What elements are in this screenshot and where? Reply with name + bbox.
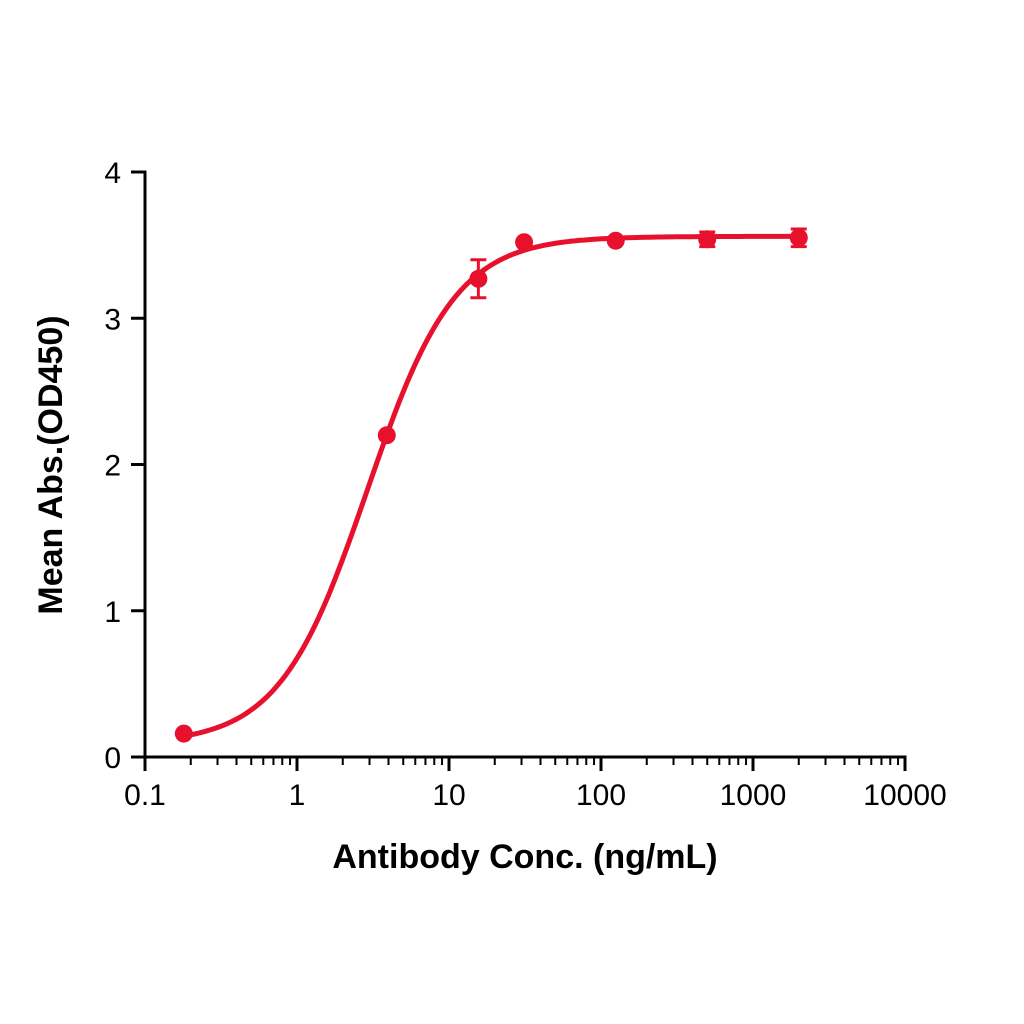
data-point [377, 426, 396, 445]
fit-curve [181, 233, 802, 739]
x-tick-label: 10000 [863, 779, 946, 812]
data-point [174, 724, 193, 743]
x-axis-title: Antibody Conc. (ng/mL) [332, 838, 717, 876]
x-tick-label: 100 [576, 779, 626, 812]
y-tick-label: 4 [104, 157, 121, 190]
x-tick-label: 1000 [720, 779, 787, 812]
data-point [469, 269, 488, 288]
data-point [606, 231, 625, 250]
axis-spines [143, 170, 907, 759]
data-point [789, 228, 808, 247]
x-tick-label: 1 [289, 779, 306, 812]
y-tick-label: 1 [104, 596, 121, 629]
y-tick-label: 0 [104, 742, 121, 775]
y-tick-label: 2 [104, 450, 121, 483]
y-axis-title: Mean Abs.(OD450) [32, 315, 70, 614]
x-tick-label: 0.1 [124, 779, 166, 812]
data-point [698, 230, 717, 249]
axes-layer: 0.1 1 10 100 1000 10000 0 1 2 3 4 [104, 157, 946, 812]
y-tick-label: 3 [104, 303, 121, 336]
x-tick-label: 10 [432, 779, 465, 812]
data-point [515, 233, 534, 252]
plot-layer [174, 227, 808, 743]
